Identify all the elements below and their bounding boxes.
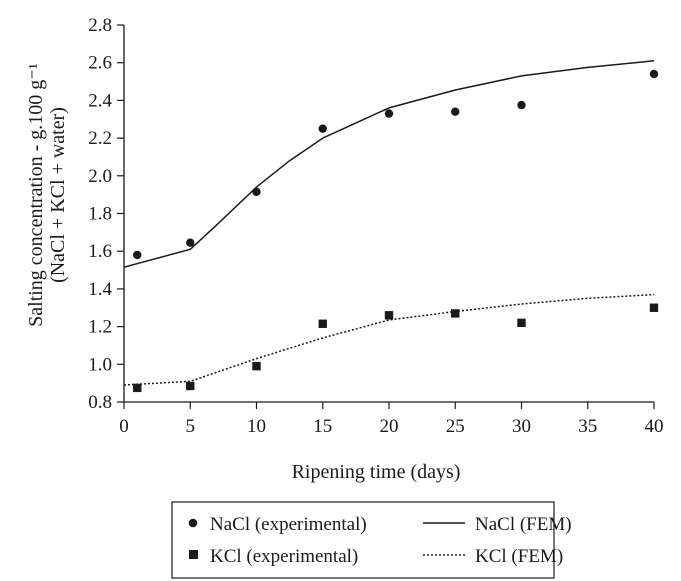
y-tick-label: 2.2 [88,128,112,149]
y-ticks: 0.8 1.0 1.2 1.4 1.6 1.8 2.0 2.2 2.4 2.6 2.8 [88,15,124,413]
y-tick-label: 2.8 [88,15,112,36]
data-point-kcl-experimental [133,383,142,393]
legend-marker-kcl-experimental [189,550,198,559]
x-tick-label: 0 [119,416,129,437]
data-point-nacl-experimental [649,69,659,79]
legend-box [171,501,555,579]
y-tick-label: 1.8 [88,204,112,225]
legend-label-kcl-experimental: KCl (experimental) [210,546,358,567]
data-point-kcl-experimental [252,361,261,371]
x-tick-label: 40 [645,416,664,437]
plot-area [123,60,659,393]
x-tick-label: 30 [512,416,531,437]
y-axis-title-line1: Salting concentration - g.100 g⁻¹ [25,63,47,327]
y-axis-title: Salting concentration - g.100 g⁻¹ (NaCl … [25,63,69,327]
x-tick-label: 20 [380,416,399,437]
data-point-kcl-experimental [517,318,526,328]
data-point-nacl-experimental [186,238,195,247]
data-point-nacl-experimental [451,107,460,116]
legend-marker-nacl-experimental [188,518,198,528]
x-tick-label: 15 [313,416,332,437]
series-line-nacl-fem [123,60,655,268]
data-point-kcl-experimental [451,309,460,318]
data-point-kcl-experimental [186,381,195,391]
data-point-nacl-experimental [384,109,394,118]
y-tick-label: 2.0 [88,166,112,187]
legend-label-nacl-fem: NaCl (FEM) [475,514,572,535]
x-axis-title: Ripening time (days) [292,461,461,483]
data-point-nacl-experimental [517,100,526,110]
y-tick-label: 1.6 [88,241,112,262]
y-tick-label: 2.4 [88,90,112,111]
x-ticks: 0 5 10 15 20 25 30 35 40 [119,402,664,437]
y-tick-label: 1.4 [88,279,112,300]
legend-label-kcl-fem: KCl (FEM) [475,546,563,567]
y-tick-label: 1.2 [88,317,112,338]
data-point-kcl-experimental [384,311,394,320]
legend-label-nacl-experimental: NaCl (experimental) [210,514,367,535]
y-axis-title-line2: (NaCl + KCl + water) [47,107,69,283]
series-line-kcl-fem [123,293,655,386]
data-point-nacl-experimental [133,250,142,260]
x-tick-label: 35 [578,416,597,437]
x-tick-label: 10 [247,416,266,437]
data-point-kcl-experimental [649,303,659,312]
data-point-nacl-experimental [318,124,327,133]
x-tick-label: 5 [186,416,196,437]
legend: NaCl (experimental) NaCl (FEM) KCl (expe… [171,501,572,579]
y-tick-label: 0.8 [88,392,112,413]
data-point-kcl-experimental [318,319,327,328]
y-tick-label: 1.0 [88,354,112,375]
x-tick-label: 25 [446,416,465,437]
y-tick-label: 2.6 [88,53,112,74]
axes: 0.8 1.0 1.2 1.4 1.6 1.8 2.0 2.2 2.4 2.6 2.8 0 5 10 15… [88,15,663,437]
